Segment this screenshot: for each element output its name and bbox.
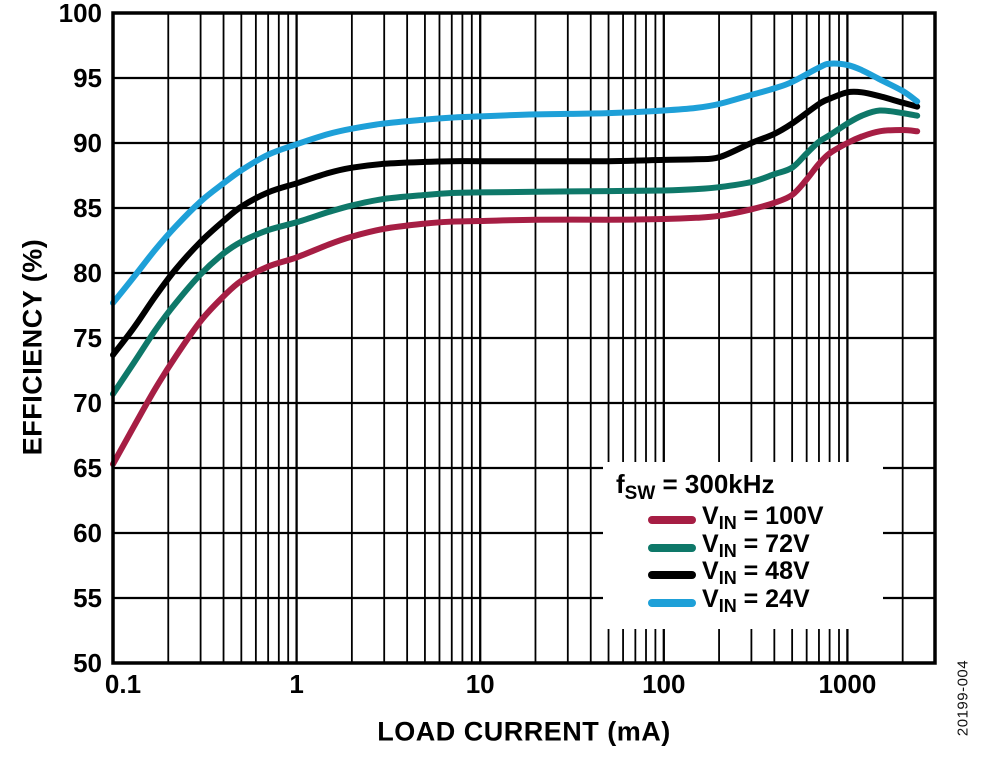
y-tick-label: 50: [73, 648, 102, 678]
x-axis-title: LOAD CURRENT (mA): [377, 716, 671, 747]
legend-swatch-line: [648, 544, 696, 552]
series-curve-vin-72v: [110, 107, 921, 397]
y-tick-label: 90: [73, 128, 102, 158]
legend-text-part: = 48V: [736, 557, 810, 585]
legend-entry: VIN = 48V: [603, 559, 883, 591]
x-tick-label: 100: [642, 669, 686, 699]
legend: fSW = 300kHz VIN = 100V VIN = 72V VIN = 48V…: [603, 462, 883, 629]
legend-text-part: = 72V: [736, 530, 810, 558]
legend-text-part: f: [616, 469, 625, 499]
y-tick-label: 55: [73, 583, 102, 613]
legend-entry-label: VIN = 100V: [702, 504, 824, 536]
legend-entry: VIN = 24V: [603, 587, 883, 619]
legend-entry-label: VIN = 72V: [702, 532, 810, 564]
x-tick-label: 1000: [818, 669, 877, 699]
legend-text-part: IN: [718, 596, 737, 616]
legend-text-part: V: [702, 557, 719, 585]
legend-text-part: IN: [718, 568, 737, 588]
legend-text-part: SW: [624, 483, 656, 504]
legend-title-fsw: fSW = 300kHz: [616, 469, 775, 505]
legend-entry-label: VIN = 24V: [702, 587, 810, 619]
figure-number: 20199-004: [954, 659, 972, 737]
x-tick-label: 0.1: [104, 669, 142, 699]
legend-text-part: V: [702, 530, 719, 558]
plot-frame: [111, 11, 937, 665]
y-tick-label: 80: [73, 258, 102, 288]
legend-text-part: = 100V: [736, 502, 824, 530]
series-curve-vin-48v: [110, 88, 921, 358]
legend-entry: VIN = 100V: [603, 504, 883, 536]
legend-text-part: V: [702, 585, 719, 613]
y-tick-label: 65: [73, 453, 102, 483]
y-axis-title: EFFICIENCY (%): [17, 238, 48, 456]
series-curve-vin-100v: [110, 126, 921, 468]
y-tick-label: 85: [73, 193, 102, 223]
legend-entry-label: VIN = 48V: [702, 559, 810, 591]
y-tick-label: 75: [73, 323, 102, 353]
legend-text-part: IN: [718, 541, 737, 561]
legend-text-part: = 300kHz: [655, 469, 775, 499]
legend-swatch-line: [648, 599, 696, 607]
legend-swatch-line: [648, 571, 696, 579]
x-tick-label: 10: [465, 669, 495, 699]
legend-entry: VIN = 72V: [603, 532, 883, 564]
y-tick-label: 60: [73, 518, 102, 548]
y-tick-label: 100: [58, 0, 102, 28]
y-tick-label: 95: [73, 63, 102, 93]
legend-text-part: V: [702, 502, 719, 530]
series-curve-vin-24v: [110, 60, 921, 306]
legend-text-part: IN: [718, 513, 737, 533]
legend-swatch-line: [648, 516, 696, 524]
legend-text-part: = 24V: [736, 585, 810, 613]
x-tick-label: 1: [289, 669, 304, 699]
y-tick-label: 70: [73, 388, 102, 418]
